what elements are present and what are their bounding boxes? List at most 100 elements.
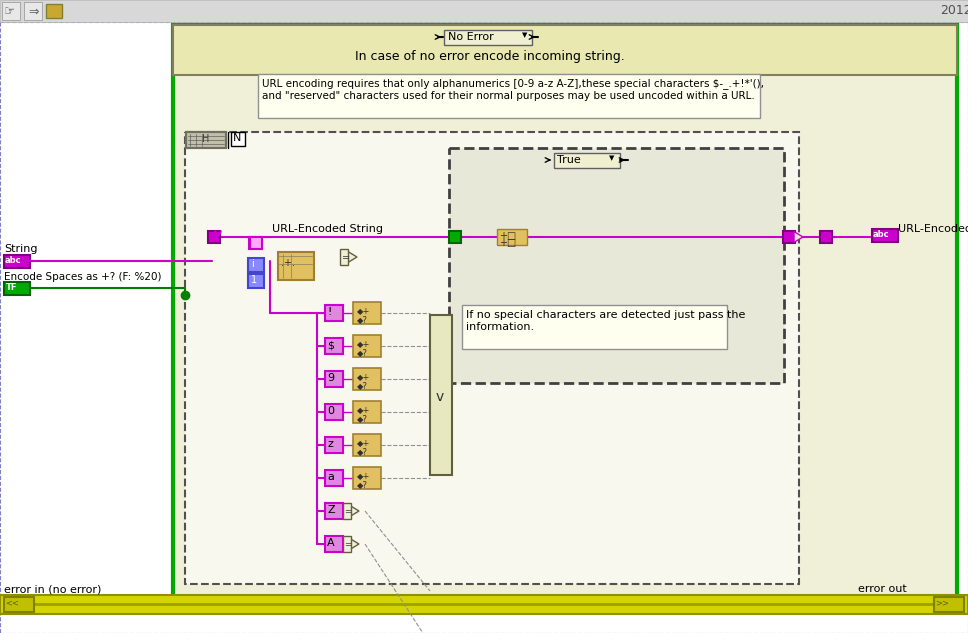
Bar — [258, 74, 760, 118]
Text: v: v — [436, 390, 444, 404]
Text: >>: >> — [935, 598, 949, 607]
Bar — [340, 249, 348, 265]
Bar — [186, 132, 226, 148]
Text: +□: +□ — [499, 238, 516, 248]
Bar — [353, 434, 381, 456]
Bar — [325, 470, 343, 486]
Text: z: z — [327, 439, 333, 449]
Polygon shape — [348, 251, 357, 263]
Text: ⇒: ⇒ — [28, 6, 39, 18]
Bar — [449, 148, 784, 383]
Bar — [497, 229, 527, 245]
Text: 9: 9 — [327, 373, 334, 383]
Text: i: i — [251, 259, 254, 269]
Text: In case of no error encode incoming string.: In case of no error encode incoming stri… — [355, 50, 625, 63]
Text: ☞: ☞ — [4, 6, 15, 18]
Bar — [24, 2, 42, 20]
Bar — [934, 597, 964, 612]
Bar — [208, 231, 220, 243]
Bar — [343, 536, 351, 552]
Bar — [872, 229, 898, 242]
Bar — [250, 237, 262, 249]
Text: ◆+: ◆+ — [357, 306, 371, 315]
Bar — [449, 231, 461, 243]
Text: abc: abc — [873, 230, 890, 239]
Bar — [248, 274, 264, 288]
Bar — [353, 401, 381, 423]
Text: 2012: 2012 — [940, 4, 968, 17]
Bar — [0, 595, 968, 614]
Text: ◆+: ◆+ — [357, 405, 371, 414]
Bar — [444, 30, 532, 45]
Text: ◆?: ◆? — [357, 348, 368, 357]
Text: URL-Encoded String: URL-Encoded String — [898, 224, 968, 234]
Bar — [783, 231, 795, 243]
Text: String: String — [4, 244, 38, 254]
Bar — [248, 258, 264, 272]
Text: Encode Spaces as +? (F: %20): Encode Spaces as +? (F: %20) — [4, 272, 162, 282]
Text: ◆?: ◆? — [357, 381, 368, 390]
Bar — [353, 335, 381, 357]
Text: 0: 0 — [327, 406, 334, 416]
Text: True: True — [557, 155, 581, 165]
Bar — [325, 338, 343, 354]
Text: URL encoding requires that only alphanumerics [0-9 a-z A-Z],these special charac: URL encoding requires that only alphanum… — [262, 78, 764, 101]
Text: No Error: No Error — [448, 32, 494, 42]
Bar — [325, 305, 343, 321]
Text: ◆?: ◆? — [357, 447, 368, 456]
Text: If no special characters are detected just pass the
information.: If no special characters are detected ju… — [466, 310, 745, 332]
Text: ◆+: ◆+ — [357, 471, 371, 480]
Text: +□: +□ — [499, 231, 516, 241]
Bar — [4, 597, 34, 612]
Bar — [554, 153, 620, 168]
Bar — [173, 25, 957, 75]
Text: a: a — [327, 472, 334, 482]
Bar — [353, 302, 381, 324]
Text: abc: abc — [5, 256, 21, 265]
Text: ◆?: ◆? — [357, 315, 368, 324]
Polygon shape — [351, 539, 359, 549]
Text: !: ! — [327, 307, 331, 317]
Text: ◆?: ◆? — [357, 480, 368, 489]
Bar — [278, 252, 314, 280]
Bar — [353, 467, 381, 489]
Text: =: = — [344, 507, 351, 516]
Text: TF: TF — [6, 283, 17, 292]
Bar — [325, 536, 343, 552]
Bar — [2, 2, 20, 20]
Text: <<: << — [5, 598, 19, 607]
Text: Z: Z — [327, 505, 335, 515]
Text: =: = — [342, 253, 350, 263]
Text: error in (no error): error in (no error) — [4, 584, 102, 594]
Bar — [46, 4, 62, 18]
Text: ◆+: ◆+ — [357, 339, 371, 348]
Bar — [249, 237, 261, 249]
Text: ◆?: ◆? — [357, 414, 368, 423]
Bar — [343, 503, 351, 519]
Bar — [231, 132, 245, 146]
Text: ▼: ▼ — [609, 155, 615, 161]
Bar — [4, 282, 30, 295]
Text: $: $ — [327, 340, 334, 350]
Bar — [325, 371, 343, 387]
Polygon shape — [794, 232, 803, 242]
Text: error out: error out — [858, 584, 907, 594]
Bar — [325, 437, 343, 453]
Text: ◆+: ◆+ — [357, 372, 371, 381]
Polygon shape — [351, 506, 359, 516]
Text: .+.: .+. — [281, 258, 295, 268]
Text: =: = — [344, 540, 351, 549]
Text: A: A — [327, 538, 335, 548]
Bar — [462, 305, 727, 349]
Bar — [186, 132, 226, 148]
Bar — [0, 0, 968, 22]
Bar — [430, 315, 452, 475]
Text: ▼: ▼ — [522, 32, 528, 38]
Bar — [325, 503, 343, 519]
Bar — [185, 132, 799, 584]
Text: 1: 1 — [251, 275, 257, 285]
Bar — [353, 368, 381, 390]
Text: N: N — [233, 133, 241, 143]
Bar — [173, 25, 957, 610]
Text: H: H — [202, 134, 209, 144]
